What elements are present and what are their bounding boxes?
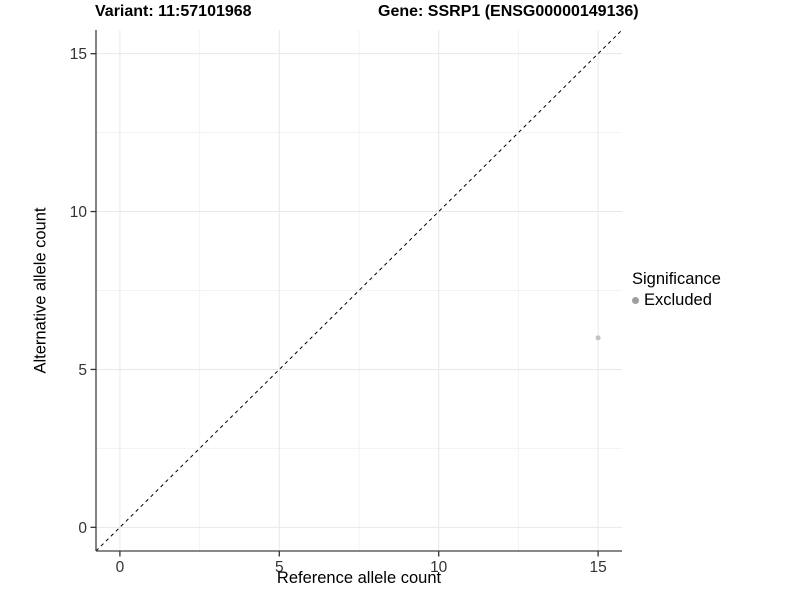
y-axis-title: Alternative allele count <box>31 207 50 374</box>
x-tick-label: 0 <box>116 559 125 576</box>
legend: Significance Excluded <box>632 270 721 310</box>
y-tick-label: 5 <box>78 362 87 379</box>
legend-item-label: Excluded <box>644 291 712 309</box>
legend-key-point-icon <box>632 297 639 304</box>
x-tick-label: 5 <box>275 559 284 576</box>
x-axis-title: Reference allele count <box>276 569 442 587</box>
data-point <box>595 335 601 341</box>
y-tick-label: 10 <box>70 204 88 221</box>
x-tick-label: 10 <box>430 559 448 576</box>
y-tick-label: 0 <box>78 520 87 537</box>
legend-title: Significance <box>632 270 721 288</box>
plot-title-gene: Gene: SSRP1 (ENSG00000149136) <box>378 3 639 20</box>
x-tick-label: 15 <box>589 559 606 576</box>
identity-dashed-line <box>95 29 623 552</box>
plot-title-variant: Variant: 11:57101968 <box>95 3 252 20</box>
legend-item-excluded: Excluded <box>632 291 721 310</box>
y-tick-label: 15 <box>70 46 87 63</box>
